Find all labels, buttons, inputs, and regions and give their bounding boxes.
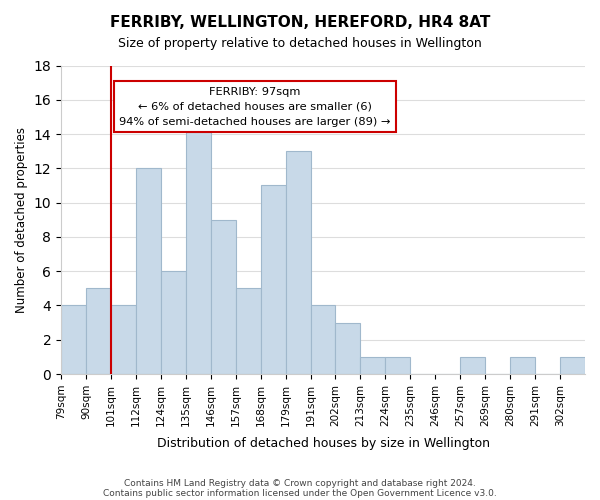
Text: FERRIBY: 97sqm
← 6% of detached houses are smaller (6)
94% of semi-detached hous: FERRIBY: 97sqm ← 6% of detached houses a…: [119, 87, 391, 126]
Bar: [236, 288, 260, 374]
Bar: [161, 271, 186, 374]
Bar: [61, 306, 86, 374]
Bar: [385, 357, 410, 374]
Bar: [286, 151, 311, 374]
Text: FERRIBY, WELLINGTON, HEREFORD, HR4 8AT: FERRIBY, WELLINGTON, HEREFORD, HR4 8AT: [110, 15, 490, 30]
Bar: [335, 322, 361, 374]
Bar: [311, 306, 335, 374]
Bar: [211, 220, 236, 374]
Bar: [460, 357, 485, 374]
Y-axis label: Number of detached properties: Number of detached properties: [15, 127, 28, 313]
Bar: [86, 288, 111, 374]
Bar: [136, 168, 161, 374]
Bar: [361, 357, 385, 374]
Text: Contains HM Land Registry data © Crown copyright and database right 2024.: Contains HM Land Registry data © Crown c…: [124, 478, 476, 488]
Bar: [111, 306, 136, 374]
Bar: [560, 357, 585, 374]
Bar: [510, 357, 535, 374]
X-axis label: Distribution of detached houses by size in Wellington: Distribution of detached houses by size …: [157, 437, 490, 450]
Bar: [260, 186, 286, 374]
Text: Size of property relative to detached houses in Wellington: Size of property relative to detached ho…: [118, 38, 482, 51]
Text: Contains public sector information licensed under the Open Government Licence v3: Contains public sector information licen…: [103, 488, 497, 498]
Bar: [186, 117, 211, 374]
